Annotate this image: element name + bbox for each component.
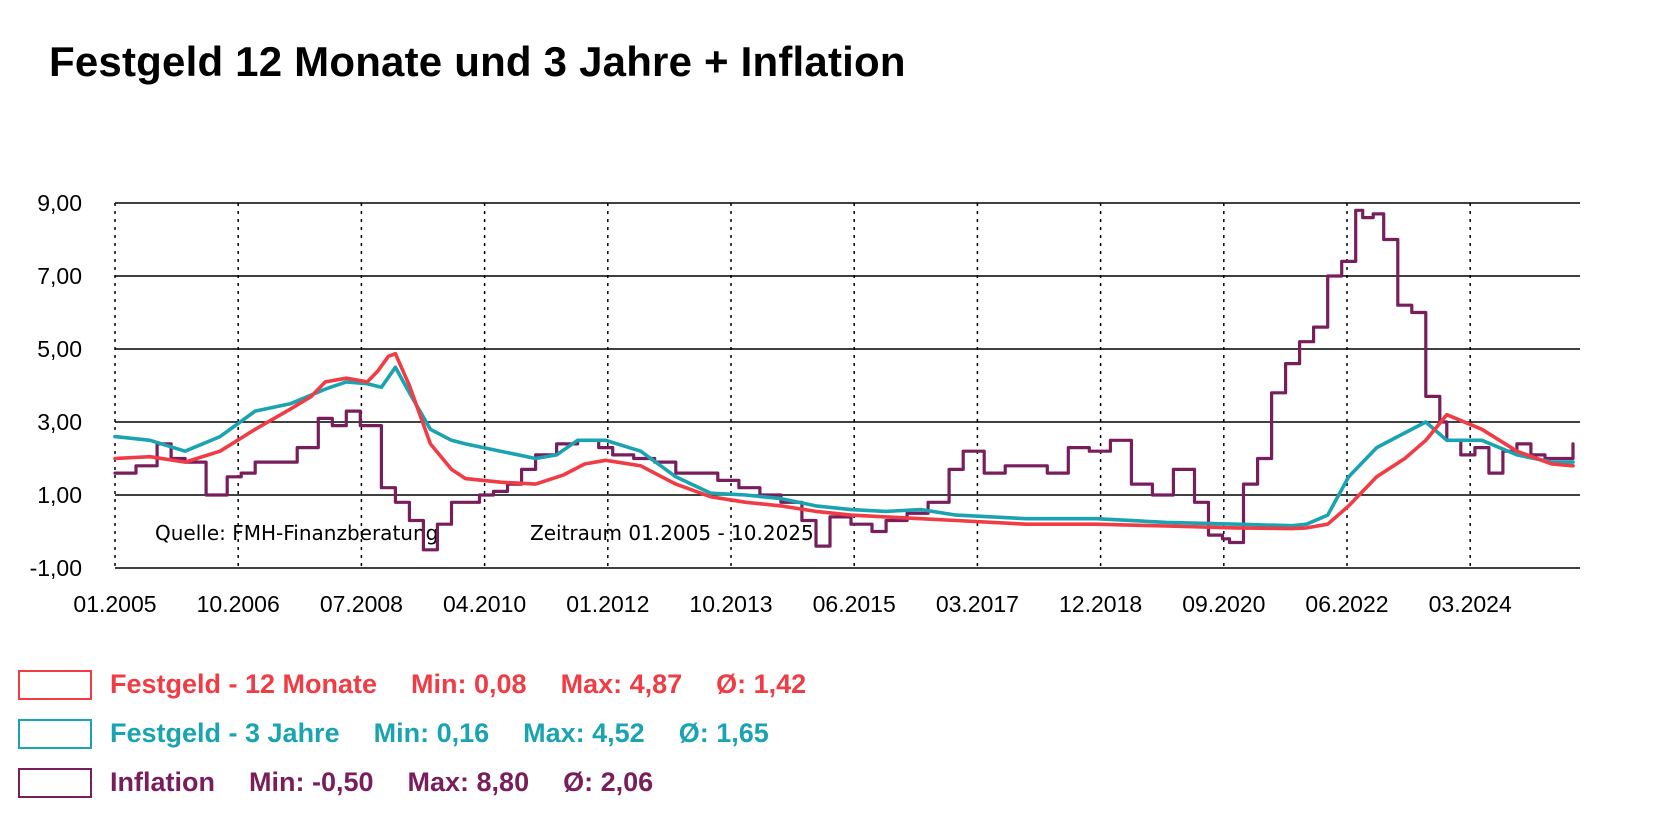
x-tick-labels: 01.2005 10.2006 07.2008 04.2010 01.2012 10.20… xyxy=(73,591,1512,617)
legend-avg-3-jahre: Ø: 1,65 xyxy=(678,718,769,748)
period-note: Zeitraum 01.2005 - 10.2025 xyxy=(530,521,814,545)
x-tick-label: 09.2020 xyxy=(1182,591,1265,617)
legend-label-3-jahre: Festgeld - 3 Jahre xyxy=(110,718,340,748)
legend-label-inflation: Inflation xyxy=(110,767,215,797)
x-tick-label: 01.2005 xyxy=(73,591,156,617)
legend-avg-12-monate: Ø: 1,42 xyxy=(716,669,807,699)
legend-swatch-12-monate xyxy=(18,669,92,700)
x-tick-label: 04.2010 xyxy=(443,591,526,617)
y-tick-label: 1,00 xyxy=(37,482,82,508)
series-line-inflation xyxy=(113,208,1575,552)
legend-item-3-jahre: Festgeld - 3 Jahre Min: 0,16 Max: 4,52 Ø… xyxy=(18,709,840,758)
y-tick-label: 9,00 xyxy=(37,190,82,216)
x-tick-label: 01.2012 xyxy=(566,591,649,617)
y-tick-label: 5,00 xyxy=(37,336,82,362)
x-tick-label: 07.2008 xyxy=(320,591,403,617)
y-tick-label: 3,00 xyxy=(37,409,82,435)
series-line-festgeld-3-jahre xyxy=(113,365,1575,528)
legend-max-12-monate: Max: 4,87 xyxy=(560,669,683,699)
legend-label-12-monate: Festgeld - 12 Monate xyxy=(110,669,378,699)
legend-min-3-jahre: Min: 0,16 xyxy=(373,718,490,748)
y-tick-label: -1,00 xyxy=(30,555,82,581)
legend: Festgeld - 12 Monate Min: 0,08 Max: 4,87… xyxy=(18,660,840,807)
series-lines xyxy=(113,208,1575,552)
source-note: Quelle: FMH-Finanzberatung xyxy=(155,521,438,545)
x-tick-label: 03.2017 xyxy=(936,591,1019,617)
x-tick-label: 12.2018 xyxy=(1059,591,1142,617)
legend-avg-inflation: Ø: 2,06 xyxy=(563,767,654,797)
x-tick-label: 10.2013 xyxy=(689,591,772,617)
legend-swatch-3-jahre xyxy=(18,718,92,749)
legend-max-3-jahre: Max: 4,52 xyxy=(523,718,645,748)
x-tick-label: 06.2015 xyxy=(813,591,896,617)
legend-max-inflation: Max: 8,80 xyxy=(407,767,530,797)
legend-swatch-inflation xyxy=(18,767,92,798)
legend-item-12-monate: Festgeld - 12 Monate Min: 0,08 Max: 4,87… xyxy=(18,660,840,709)
chart-title: Festgeld 12 Monate und 3 Jahre + Inflati… xyxy=(49,38,906,85)
x-tick-label: 06.2022 xyxy=(1305,591,1388,617)
series-line-festgeld-12-monate xyxy=(113,351,1575,531)
x-tick-label: 10.2006 xyxy=(197,591,280,617)
x-gridlines xyxy=(114,203,1471,568)
legend-min-12-monate: Min: 0,08 xyxy=(411,669,527,699)
y-tick-labels: 9,00 7,00 5,00 3,00 1,00 -1,00 xyxy=(30,190,82,581)
x-tick-label: 03.2024 xyxy=(1429,591,1512,617)
legend-min-inflation: Min: -0,50 xyxy=(248,767,374,797)
legend-item-inflation: Inflation Min: -0,50 Max: 8,80 Ø: 2,06 xyxy=(18,758,840,807)
y-tick-label: 7,00 xyxy=(37,263,82,289)
